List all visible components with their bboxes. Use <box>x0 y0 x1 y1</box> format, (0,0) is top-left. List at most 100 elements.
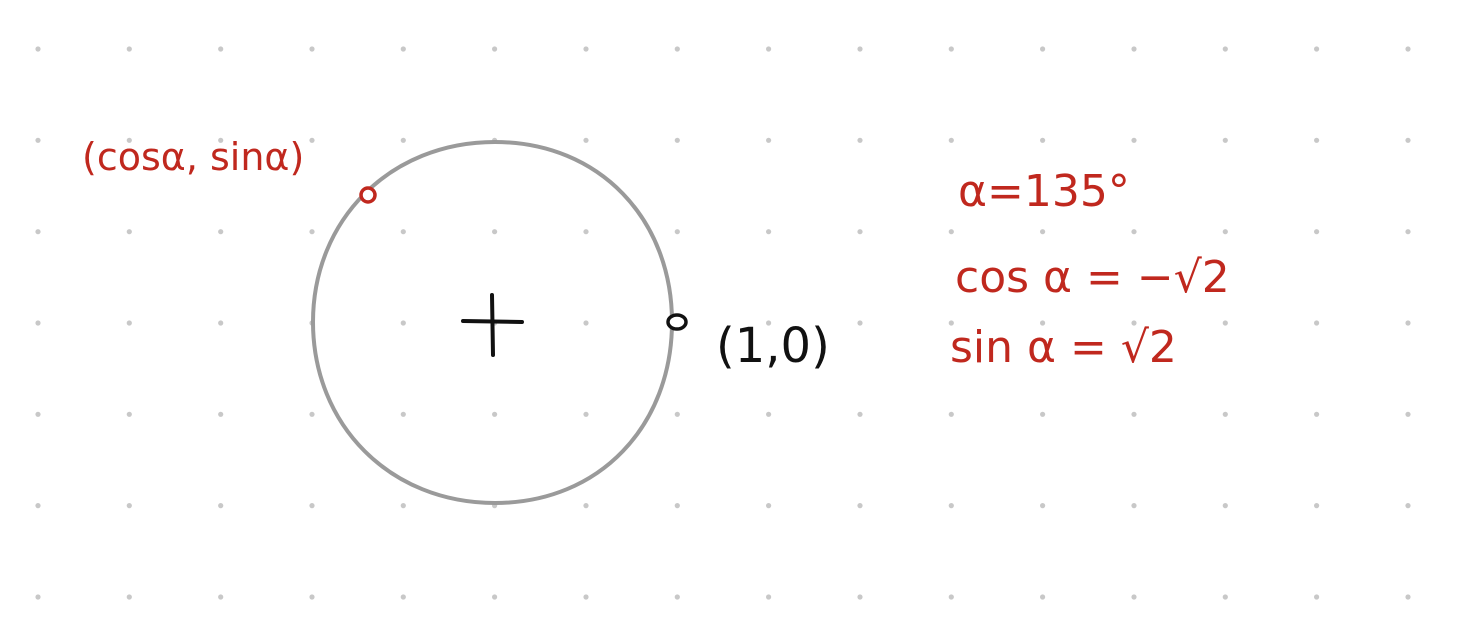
grid-dot <box>1405 229 1411 235</box>
grid-dot <box>218 320 224 326</box>
grid-dot <box>948 229 954 235</box>
grid-dot <box>583 320 589 326</box>
grid-dot <box>1405 320 1411 326</box>
point-alpha-marker <box>359 186 377 204</box>
grid-dot <box>400 46 406 52</box>
grid-dot <box>492 411 498 417</box>
grid-dot <box>1131 594 1137 600</box>
grid-dot <box>400 229 406 235</box>
grid-dot <box>126 137 132 143</box>
grid-dot <box>674 594 680 600</box>
grid-dot <box>857 137 863 143</box>
grid-dot <box>583 137 589 143</box>
grid-dot <box>1131 411 1137 417</box>
grid-dot <box>766 46 772 52</box>
grid-dot <box>1040 320 1046 326</box>
grid-dot <box>126 320 132 326</box>
grid-dot <box>492 46 498 52</box>
grid-dot <box>126 229 132 235</box>
grid-dot <box>766 137 772 143</box>
dot-grid <box>35 46 1411 600</box>
grid-dot <box>218 594 224 600</box>
grid-dot <box>948 46 954 52</box>
grid-dot <box>1314 594 1320 600</box>
grid-dot <box>674 229 680 235</box>
grid-dot <box>1222 229 1228 235</box>
grid-dot <box>1222 137 1228 143</box>
grid-dot <box>1314 137 1320 143</box>
grid-dot <box>400 137 406 143</box>
grid-dot <box>948 137 954 143</box>
grid-dot <box>1405 46 1411 52</box>
grid-dot <box>35 411 41 417</box>
grid-dot <box>857 46 863 52</box>
grid-dot <box>948 503 954 509</box>
grid-dot <box>1314 320 1320 326</box>
grid-dot <box>1222 320 1228 326</box>
grid-dot <box>1131 46 1137 52</box>
grid-dot <box>218 46 224 52</box>
grid-dot <box>218 411 224 417</box>
grid-dot <box>309 503 315 509</box>
cos-equation: cos α = −√2 <box>955 252 1230 303</box>
grid-dot <box>126 411 132 417</box>
grid-dot <box>583 411 589 417</box>
grid-dot <box>674 503 680 509</box>
grid-dot <box>948 320 954 326</box>
grid-dot <box>218 229 224 235</box>
grid-dot <box>1131 137 1137 143</box>
grid-dot <box>218 503 224 509</box>
grid-dot <box>857 594 863 600</box>
grid-dot <box>1405 137 1411 143</box>
grid-dot <box>1222 46 1228 52</box>
grid-dot <box>400 320 406 326</box>
grid-dot <box>583 46 589 52</box>
grid-dot <box>1040 503 1046 509</box>
grid-dot <box>1314 46 1320 52</box>
grid-dot <box>126 594 132 600</box>
grid-dot <box>766 320 772 326</box>
grid-dot <box>1314 503 1320 509</box>
grid-dot <box>674 137 680 143</box>
point-one-label: (1,0) <box>716 318 830 374</box>
grid-dot <box>1131 229 1137 235</box>
grid-dot <box>309 594 315 600</box>
grid-dot <box>857 503 863 509</box>
grid-dot <box>35 137 41 143</box>
grid-dot <box>1405 594 1411 600</box>
sin-equation: sin α = √2 <box>950 322 1177 373</box>
grid-dot <box>126 503 132 509</box>
grid-dot <box>35 229 41 235</box>
grid-dot <box>218 137 224 143</box>
grid-dot <box>766 229 772 235</box>
grid-dot <box>674 411 680 417</box>
grid-dot <box>948 594 954 600</box>
center-cross-icon <box>461 293 524 357</box>
grid-dot <box>766 594 772 600</box>
grid-dot <box>1040 137 1046 143</box>
grid-dot <box>400 503 406 509</box>
grid-dot <box>583 594 589 600</box>
grid-dot <box>400 594 406 600</box>
grid-dot <box>1314 229 1320 235</box>
grid-dot <box>1405 411 1411 417</box>
grid-dot <box>1222 594 1228 600</box>
grid-dot <box>35 320 41 326</box>
grid-dot <box>1040 594 1046 600</box>
grid-dot <box>309 411 315 417</box>
alpha-equation: α=135° <box>958 166 1130 217</box>
grid-dot <box>766 411 772 417</box>
grid-dot <box>1131 320 1137 326</box>
grid-dot <box>35 46 41 52</box>
grid-dot <box>857 320 863 326</box>
grid-dot <box>948 411 954 417</box>
grid-dot <box>766 503 772 509</box>
grid-dot <box>1405 503 1411 509</box>
grid-dot <box>309 229 315 235</box>
grid-dot <box>309 137 315 143</box>
point-one-marker <box>666 313 688 331</box>
grid-dot <box>35 503 41 509</box>
grid-dot <box>1222 503 1228 509</box>
grid-dot <box>1222 411 1228 417</box>
